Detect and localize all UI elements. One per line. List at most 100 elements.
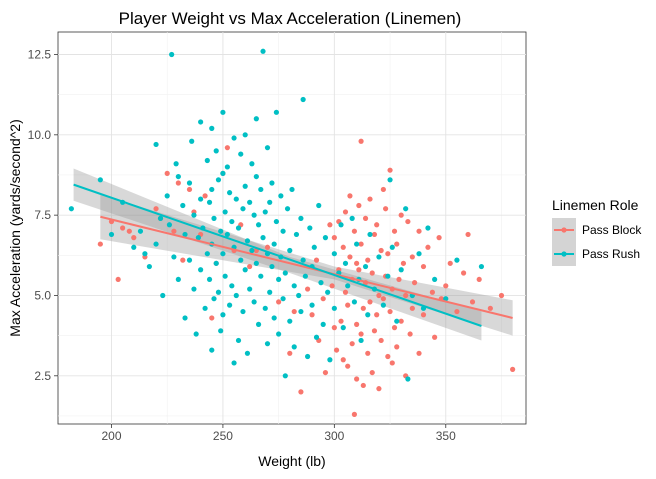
data-point [383, 206, 389, 212]
data-point [182, 231, 188, 238]
data-point [367, 196, 373, 202]
data-point [342, 260, 349, 266]
data-point [316, 202, 322, 209]
data-point [233, 292, 239, 299]
data-point [146, 263, 152, 270]
data-point [264, 244, 271, 250]
data-point [411, 280, 418, 286]
data-point [220, 251, 226, 257]
data-point [498, 292, 505, 299]
data-point [222, 209, 228, 215]
data-point [362, 215, 369, 221]
data-point [276, 276, 282, 283]
data-point [349, 341, 355, 347]
data-point [260, 48, 266, 54]
data-point [231, 360, 237, 366]
data-point [251, 299, 257, 305]
data-point [271, 315, 277, 321]
data-point [238, 257, 244, 263]
data-point [300, 257, 306, 263]
data-point [68, 206, 74, 212]
data-point [218, 228, 224, 234]
data-point [131, 244, 137, 250]
data-point [262, 305, 268, 311]
data-point [229, 218, 235, 225]
data-point [461, 270, 467, 276]
data-point [420, 263, 427, 270]
data-point [235, 337, 242, 344]
trend-lines [73, 183, 513, 327]
data-point [365, 312, 371, 318]
data-point [429, 289, 435, 295]
data-point [191, 286, 197, 292]
data-point [340, 244, 346, 250]
legend-title: Linemen Role [552, 197, 639, 213]
data-point [313, 334, 320, 340]
data-point [360, 305, 366, 311]
data-point [258, 186, 264, 193]
data-point [340, 325, 346, 331]
data-point [409, 305, 415, 311]
data-point [376, 386, 382, 392]
data-point [420, 312, 427, 318]
data-point [224, 164, 230, 170]
data-point [327, 222, 333, 228]
y-axis-label: Max Acceleration (yards/second^2) [7, 119, 23, 336]
data-point [282, 373, 288, 379]
data-point [276, 299, 282, 305]
legend-entry-label: Pass Block [582, 223, 642, 237]
data-point [311, 244, 317, 250]
data-point [233, 196, 239, 202]
data-point [378, 247, 384, 254]
data-point [416, 350, 422, 356]
data-point [432, 334, 438, 340]
data-point [510, 366, 516, 372]
data-point [322, 369, 329, 376]
data-point [220, 170, 226, 176]
data-point [204, 251, 210, 257]
data-point [325, 289, 331, 295]
data-point [222, 273, 228, 279]
data-point [169, 51, 175, 58]
data-point [280, 296, 286, 302]
data-point [211, 215, 217, 221]
data-point [298, 215, 304, 221]
data-point [260, 235, 266, 241]
data-point [340, 357, 346, 363]
data-point [244, 238, 251, 244]
data-point [220, 109, 226, 115]
legend: Linemen Role Pass Block Pass Rush [552, 197, 642, 266]
data-point [298, 389, 304, 395]
data-point [436, 235, 442, 241]
data-point [244, 350, 251, 356]
data-point [385, 353, 391, 360]
data-point [322, 235, 329, 241]
data-point [305, 286, 311, 292]
data-point [218, 328, 224, 334]
data-point [320, 296, 326, 302]
data-point [191, 212, 197, 218]
data-point [398, 212, 404, 218]
data-point [338, 318, 344, 324]
data-point [396, 276, 402, 283]
data-point [131, 235, 137, 241]
data-point [362, 263, 369, 270]
data-point [273, 109, 279, 115]
legend-key-point [561, 227, 567, 233]
data-point [198, 119, 204, 125]
data-point [215, 177, 222, 183]
data-point [385, 251, 391, 257]
data-point [345, 363, 351, 369]
data-point [227, 302, 233, 308]
data-point [347, 254, 353, 260]
data-point [180, 202, 186, 209]
data-point [387, 177, 393, 183]
data-point [242, 132, 248, 138]
data-point [454, 257, 460, 263]
data-point [454, 308, 460, 315]
x-axis-label: Weight (lb) [258, 453, 325, 469]
data-point [309, 312, 315, 318]
data-point [329, 283, 335, 289]
data-point [253, 173, 259, 180]
data-point [224, 231, 230, 238]
